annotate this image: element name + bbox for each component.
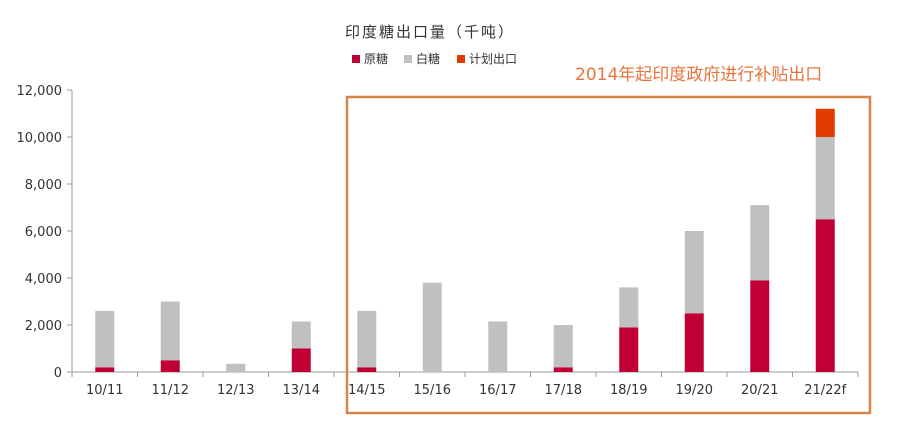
- x-tick-label: 12/13: [217, 383, 254, 398]
- y-tick-label: 12,000: [17, 84, 63, 99]
- legend-label: 原糖: [364, 51, 388, 66]
- x-tick-label: 14/15: [348, 383, 385, 398]
- bar-1: [750, 280, 770, 372]
- bar-1: [357, 367, 377, 372]
- legend-label: 白糖: [416, 51, 440, 66]
- legend-swatch: [352, 55, 360, 63]
- x-tick-label: 15/16: [414, 383, 451, 398]
- bar-1: [815, 219, 835, 372]
- x-tick-label: 10/11: [86, 383, 123, 398]
- y-axis: 0 2,000 4,000 6,000 8,000 10,000 12,000: [17, 84, 73, 381]
- x-tick-label: 21/22f: [804, 383, 846, 398]
- x-tick-label: 20/21: [741, 383, 778, 398]
- x-tick-label: 16/17: [479, 383, 516, 398]
- annotation-text: 2014年起印度政府进行补贴出口: [575, 65, 822, 85]
- y-tick-label: 4,000: [25, 272, 62, 287]
- x-tick-label: 17/18: [545, 383, 582, 398]
- legend: 原糖 白糖 计划出口: [352, 51, 517, 66]
- bar-2: [226, 363, 246, 372]
- y-tick-label: 0: [54, 366, 62, 381]
- y-tick-label: 8,000: [25, 178, 62, 193]
- chart-title: 印度糖出口量（千吨）: [345, 23, 515, 41]
- annotation-box: [345, 95, 872, 415]
- bar-2: [422, 282, 442, 372]
- bar-3: [815, 108, 835, 137]
- bar-1: [291, 348, 311, 372]
- bar-2: [815, 137, 835, 220]
- bar-1: [160, 360, 180, 372]
- bar-2: [488, 321, 508, 372]
- bar-2: [553, 325, 573, 368]
- y-tick-label: 10,000: [17, 131, 63, 146]
- legend-label: 计划出口: [469, 52, 517, 66]
- x-axis: 10/11 11/12 12/13 13/14 14/15 15/16 16/17 17/18…: [71, 371, 859, 398]
- bar-2: [750, 205, 770, 281]
- x-tick-label: 11/12: [152, 383, 189, 398]
- y-tick-label: 2,000: [25, 319, 62, 334]
- bar-2: [291, 321, 311, 349]
- bar-2: [160, 301, 180, 361]
- bar-2: [684, 231, 704, 314]
- bar-1: [684, 313, 704, 372]
- bar-2: [357, 310, 377, 368]
- bar-2: [95, 310, 115, 368]
- bar-1: [553, 367, 573, 372]
- bar-2: [619, 287, 639, 328]
- x-tick-label: 19/20: [676, 383, 713, 398]
- legend-swatch: [404, 55, 412, 63]
- y-tick-label: 6,000: [25, 225, 62, 240]
- x-tick-label: 18/19: [610, 383, 647, 398]
- bar-1: [95, 367, 115, 372]
- bar-1: [619, 327, 639, 372]
- x-tick-label: 13/14: [283, 383, 320, 398]
- bars: [95, 108, 835, 372]
- legend-swatch: [457, 55, 465, 63]
